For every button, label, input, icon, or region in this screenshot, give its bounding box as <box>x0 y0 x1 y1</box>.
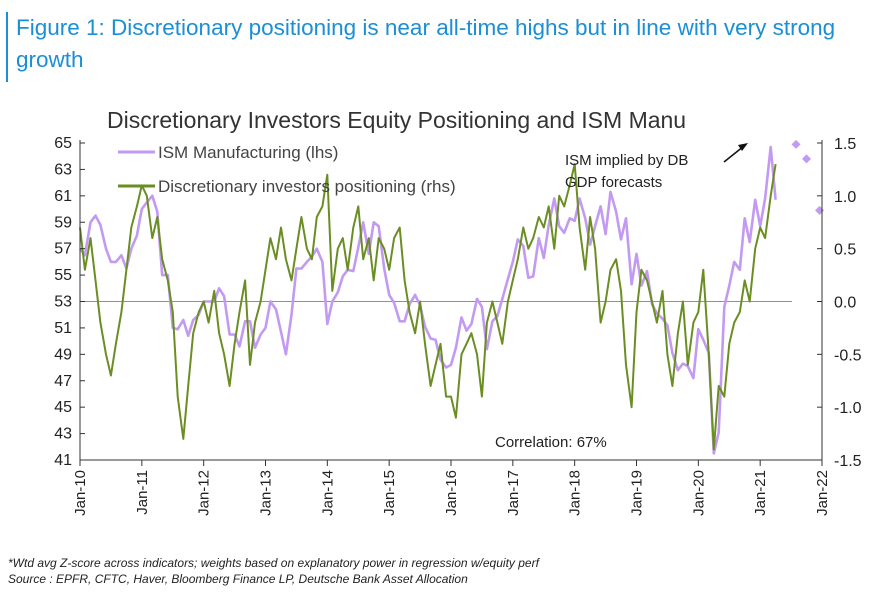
figure-caption-text: Figure 1: Discretionary positioning is n… <box>16 15 836 72</box>
x-tick-label: Jan-16 <box>443 470 460 516</box>
chart-title: Discretionary Investors Equity Positioni… <box>107 107 686 133</box>
x-tick-label: Jan-17 <box>505 470 522 516</box>
right-tick-label: 0.0 <box>834 295 856 312</box>
left-y-axis: 65 63 61 59 57 55 53 51 49 47 45 43 41 <box>54 135 85 469</box>
left-tick-label: 45 <box>54 399 72 416</box>
footnote: *Wtd avg Z-score across indicators; weig… <box>8 556 539 570</box>
left-tick-label: 51 <box>54 320 72 337</box>
right-tick-label: 1.0 <box>834 189 856 206</box>
x-tick-label: Jan-14 <box>319 470 336 516</box>
x-tick-label: Jan-13 <box>258 470 275 516</box>
left-tick-label: 43 <box>54 426 72 443</box>
forecast-arrow-head <box>738 143 748 151</box>
x-tick-label: Jan-19 <box>629 470 646 516</box>
x-tick-label: Jan-12 <box>196 470 213 516</box>
left-tick-label: 59 <box>54 214 72 231</box>
right-tick-label: -1.5 <box>834 453 862 470</box>
left-tick-label: 41 <box>54 452 72 469</box>
forecast-label-line2: GDP forecasts <box>565 174 662 191</box>
legend-label-ism: ISM Manufacturing (lhs) <box>158 143 338 162</box>
discretionary-positioning-line <box>79 163 777 451</box>
x-tick-label: Jan-11 <box>134 470 151 515</box>
right-tick-label: 0.5 <box>834 242 856 259</box>
x-axis: Jan-10 Jan-11 Jan-12 Jan-13 Jan-14 Jan-15 Jan-… <box>72 459 831 516</box>
legend-label-positioning: Discretionary investors positioning (rhs… <box>158 177 456 196</box>
left-tick-label: 53 <box>54 294 72 311</box>
right-tick-label: -1.0 <box>834 400 862 417</box>
right-tick-label: 1.5 <box>834 136 856 153</box>
x-tick-label: Jan-10 <box>72 470 89 516</box>
x-tick-label: Jan-18 <box>567 470 584 516</box>
x-tick-label: Jan-20 <box>690 470 707 516</box>
left-tick-label: 61 <box>54 188 72 205</box>
correlation-label: Correlation: 67% <box>495 434 607 451</box>
right-y-axis: 1.5 1.0 0.5 0.0 -0.5 -1.0 -1.5 <box>817 136 862 470</box>
x-tick-label: Jan-22 <box>814 470 831 516</box>
source-note: Source : EPFR, CFTC, Haver, Bloomberg Fi… <box>8 572 468 586</box>
ism-manufacturing-line <box>78 145 777 455</box>
left-tick-label: 47 <box>54 373 72 390</box>
legend: ISM Manufacturing (lhs) Discretionary in… <box>118 143 456 196</box>
ism-forecast-point <box>791 139 801 149</box>
annotations: ISM implied by DB GDP forecasts Correlat… <box>495 143 748 451</box>
ism-forecast-point <box>802 154 812 164</box>
left-tick-label: 49 <box>54 346 72 363</box>
left-tick-label: 57 <box>54 241 72 258</box>
left-tick-label: 55 <box>54 267 72 284</box>
figure-caption: Figure 1: Discretionary positioning is n… <box>6 12 881 82</box>
left-tick-label: 65 <box>54 135 72 152</box>
forecast-label-line1: ISM implied by DB <box>565 152 688 169</box>
ism-forecast-point <box>815 205 825 215</box>
left-tick-label: 63 <box>54 161 72 178</box>
plot-area <box>78 139 825 455</box>
x-tick-label: Jan-15 <box>381 470 398 516</box>
x-tick-label: Jan-21 <box>752 470 769 516</box>
right-tick-label: -0.5 <box>834 347 862 364</box>
